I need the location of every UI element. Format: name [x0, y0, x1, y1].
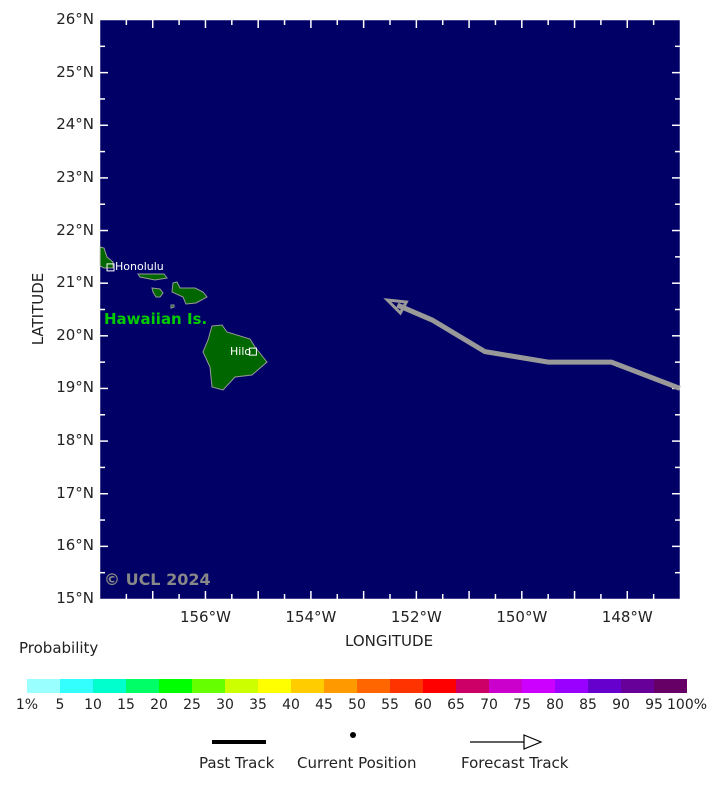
lat-label: 24°N	[56, 115, 94, 134]
colorbar-segment	[390, 679, 423, 693]
legend-title: Probability	[19, 639, 99, 657]
city-label-honolulu: Honolulu	[115, 260, 164, 273]
colorbar-label: 10	[84, 697, 102, 713]
city-marker-icon	[106, 263, 115, 272]
colorbar-label: 55	[381, 697, 399, 713]
axis-ticks	[100, 20, 680, 599]
island-kahoolawe	[170, 304, 175, 309]
colorbar-segment	[60, 679, 93, 693]
map-frame	[99, 19, 681, 600]
colorbar-label: 30	[216, 697, 234, 713]
y-axis-title: LATITUDE	[29, 272, 47, 346]
storm-track-map	[99, 19, 681, 600]
forecast-track	[383, 298, 681, 391]
colorbar-label: 35	[249, 697, 267, 713]
lat-label: 16°N	[56, 536, 94, 555]
island-hawaii	[202, 324, 268, 391]
lat-label: 26°N	[56, 10, 94, 28]
hawaiian-islands	[99, 246, 268, 391]
colorbar-label: 95	[645, 697, 663, 713]
colorbar-segment	[93, 679, 126, 693]
lon-label: 154°W	[285, 608, 337, 626]
colorbar-segment	[423, 679, 456, 693]
colorbar-segment	[522, 679, 555, 693]
lon-label: 152°W	[390, 608, 442, 626]
current-position-icon	[350, 732, 356, 738]
forecast-arrow-icon	[470, 734, 543, 750]
colorbar-segment	[357, 679, 390, 693]
colorbar-label: 1%	[15, 697, 39, 713]
lat-label: 17°N	[56, 483, 94, 502]
x-axis-title: LONGITUDE	[345, 632, 434, 650]
lat-label: 22°N	[56, 220, 94, 239]
lat-label: 20°N	[56, 325, 94, 344]
colorbar-segment	[291, 679, 324, 693]
island-maui	[171, 281, 208, 305]
colorbar-segment	[654, 679, 687, 693]
colorbar-label: 90	[612, 697, 630, 713]
legend-forecast-track: Forecast Track	[461, 754, 569, 772]
lat-label: 19°N	[56, 378, 94, 397]
colorbar-segment	[489, 679, 522, 693]
colorbar-label: 65	[447, 697, 465, 713]
colorbar-label: 60	[414, 697, 432, 713]
watermark: © UCL 2024	[104, 570, 211, 589]
track-legend-symbols	[212, 732, 543, 750]
colorbar-segment	[27, 679, 60, 693]
legend-current-position: Current Position	[297, 754, 417, 772]
ocean-background	[100, 20, 680, 599]
colorbar-label: 45	[315, 697, 333, 713]
city-markers	[106, 263, 257, 356]
lat-label: 15°N	[56, 589, 94, 607]
lat-label: 23°N	[56, 167, 94, 186]
colorbar-segment	[192, 679, 225, 693]
colorbar-segment	[621, 679, 654, 693]
colorbar-label: 40	[282, 697, 300, 713]
legend-past-track: Past Track	[199, 754, 275, 772]
colorbar-segment	[159, 679, 192, 693]
forecast-arrowhead-icon	[383, 298, 409, 316]
colorbar-label: 70	[480, 697, 498, 713]
colorbar-segment	[555, 679, 588, 693]
colorbar-label: 15	[117, 697, 135, 713]
lon-label: 156°W	[179, 608, 231, 626]
colorbar-label: 80	[546, 697, 564, 713]
lon-label: 148°W	[601, 608, 653, 626]
city-marker-icon	[248, 347, 257, 356]
lon-label: 150°W	[496, 608, 548, 626]
colorbar-label: 50	[348, 697, 366, 713]
colorbar-segment	[324, 679, 357, 693]
colorbar-label: 100%	[667, 697, 708, 713]
colorbar-label: 25	[183, 697, 201, 713]
colorbar-label: 75	[513, 697, 531, 713]
colorbar-segment	[456, 679, 489, 693]
island-oahu	[99, 246, 114, 269]
colorbar-label: 85	[579, 697, 597, 713]
colorbar-segment	[126, 679, 159, 693]
forecast-track-line	[396, 302, 681, 391]
island-lanai	[151, 287, 164, 298]
lat-label: 18°N	[56, 431, 94, 450]
colorbar-label: 5	[55, 697, 65, 713]
lat-label: 25°N	[56, 62, 94, 81]
city-label-hilo: Hilo	[230, 345, 252, 358]
lat-label: 21°N	[56, 273, 94, 292]
island-molokai	[137, 273, 168, 281]
colorbar-segment	[258, 679, 291, 693]
colorbar-segment	[225, 679, 258, 693]
region-label: Hawaiian Is.	[104, 310, 208, 328]
colorbar-segment	[588, 679, 621, 693]
colorbar-label: 20	[150, 697, 168, 713]
